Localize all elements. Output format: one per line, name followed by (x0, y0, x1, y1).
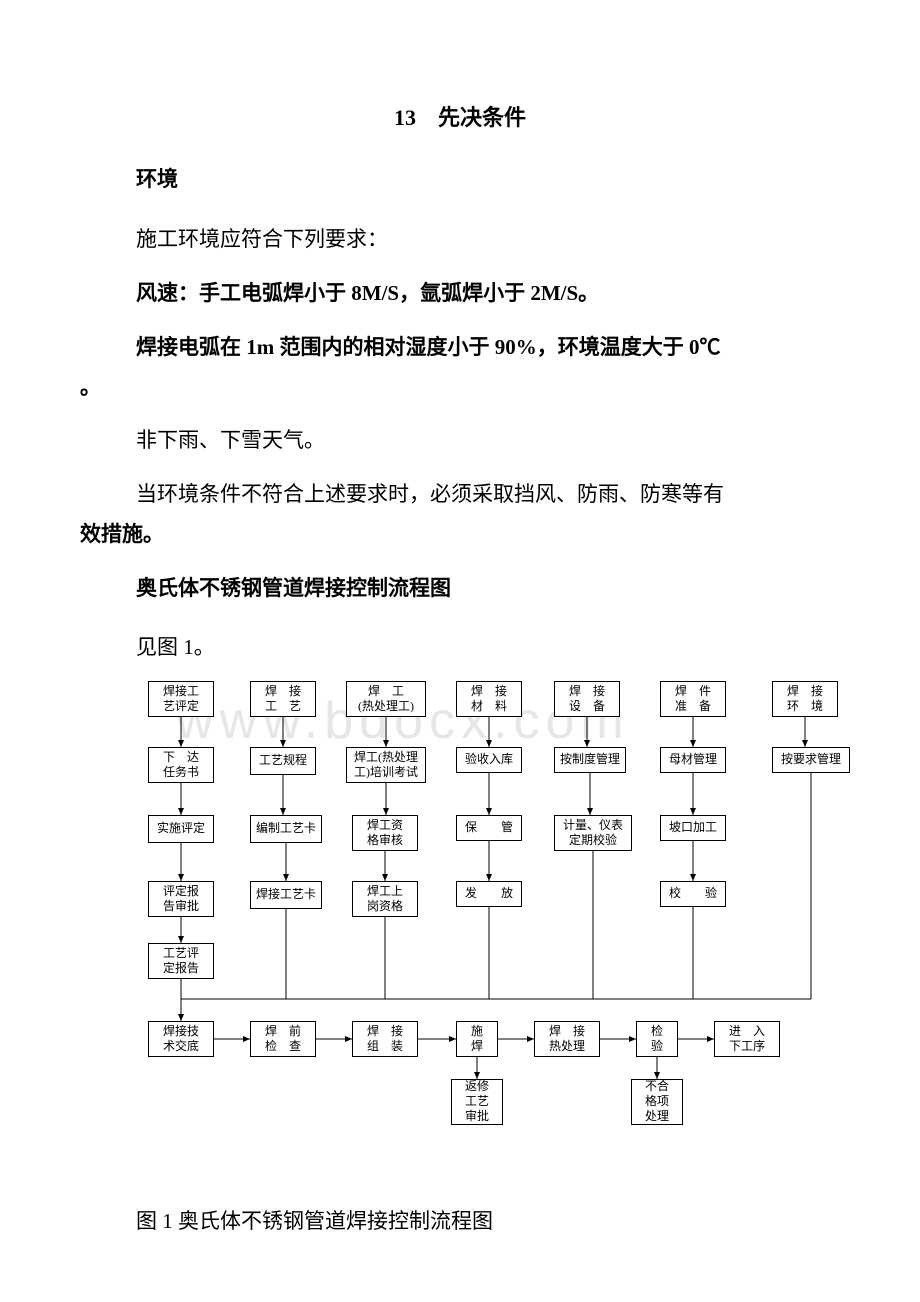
figure-reference: 见图 1。 (136, 629, 840, 667)
flow-node-n11: 验收入库 (456, 747, 522, 773)
flow-node-n26: 工艺评 定报告 (148, 943, 214, 979)
flow-node-n32: 检 验 (636, 1021, 678, 1057)
flow-node-n7: 焊 接 环 境 (772, 681, 838, 717)
flow-node-n15: 实施评定 (148, 815, 214, 843)
flow-node-n35: 不合 格项 处理 (631, 1079, 683, 1125)
flow-node-n9: 工艺规程 (250, 747, 316, 775)
flow-node-n10: 焊工(热处理 工)培训考试 (346, 747, 426, 783)
flow-node-n28: 焊 前 检 查 (250, 1021, 316, 1057)
flow-node-n27: 焊接技 术交底 (148, 1021, 214, 1057)
flow-node-n17: 焊工资 格审核 (352, 815, 418, 851)
para-5-line2: 效措施。 (80, 515, 840, 555)
para-5-line1: 当环境条件不符合上述要求时，必须采取挡风、防雨、防寒等有 (136, 475, 840, 515)
flow-node-n12: 按制度管理 (554, 747, 626, 773)
flow-node-n34: 返修 工艺 审批 (451, 1079, 503, 1125)
para-1: 施工环境应符合下列要求： (136, 220, 840, 260)
para-2: 风速：手工电弧焊小于 8M/S，氩弧焊小于 2M/S。 (136, 274, 840, 314)
flow-node-n20: 坡口加工 (660, 815, 726, 841)
flow-node-n25: 校 验 (660, 881, 726, 907)
flow-node-n13: 母材管理 (660, 747, 726, 773)
flow-node-n24: 发 放 (456, 881, 522, 907)
flow-node-n30: 施 焊 (456, 1021, 498, 1057)
para-3-line2: 。 (80, 368, 840, 408)
heading-environment: 环境 (136, 160, 840, 200)
flow-node-n19: 计量、仪表 定期校验 (554, 815, 632, 851)
flow-node-n8: 下 达 任务书 (148, 747, 214, 783)
para-5: 当环境条件不符合上述要求时，必须采取挡风、防雨、防寒等有 效措施。 (80, 475, 840, 555)
flow-node-n1: 焊接工 艺评定 (148, 681, 214, 717)
flow-node-n18: 保 管 (456, 815, 522, 841)
flow-node-n21: 评定报 告审批 (148, 881, 214, 917)
flowchart: www.bdocx.com 焊接工 艺评定焊 接 工 艺焊 工 (热处理工)焊 … (136, 675, 896, 1155)
flow-node-n23: 焊工上 岗资格 (352, 881, 418, 917)
flow-node-n22: 焊接工艺卡 (250, 881, 322, 909)
flow-node-n5: 焊 接 设 备 (554, 681, 620, 717)
figure-caption: 图 1 奥氏体不锈钢管道焊接控制流程图 (136, 1203, 840, 1241)
flow-node-n33: 进 入 下工序 (714, 1021, 780, 1057)
flow-node-n2: 焊 接 工 艺 (250, 681, 316, 717)
flow-node-n14: 按要求管理 (772, 747, 850, 773)
para-3-line1: 焊接电弧在 1m 范围内的相对湿度小于 90%，环境温度大于 0℃ (136, 328, 840, 368)
flow-node-n4: 焊 接 材 料 (456, 681, 522, 717)
para-4: 非下雨、下雪天气。 (136, 421, 840, 461)
para-3: 焊接电弧在 1m 范围内的相对湿度小于 90%，环境温度大于 0℃ 。 (80, 328, 840, 408)
heading-flowchart: 奥氏体不锈钢管道焊接控制流程图 (136, 569, 840, 609)
page-title: 13 先决条件 (80, 100, 840, 132)
flow-node-n31: 焊 接 热处理 (534, 1021, 600, 1057)
flow-node-n3: 焊 工 (热处理工) (346, 681, 426, 717)
flow-node-n6: 焊 件 准 备 (660, 681, 726, 717)
flow-node-n16: 编制工艺卡 (250, 815, 322, 843)
flow-node-n29: 焊 接 组 装 (352, 1021, 418, 1057)
